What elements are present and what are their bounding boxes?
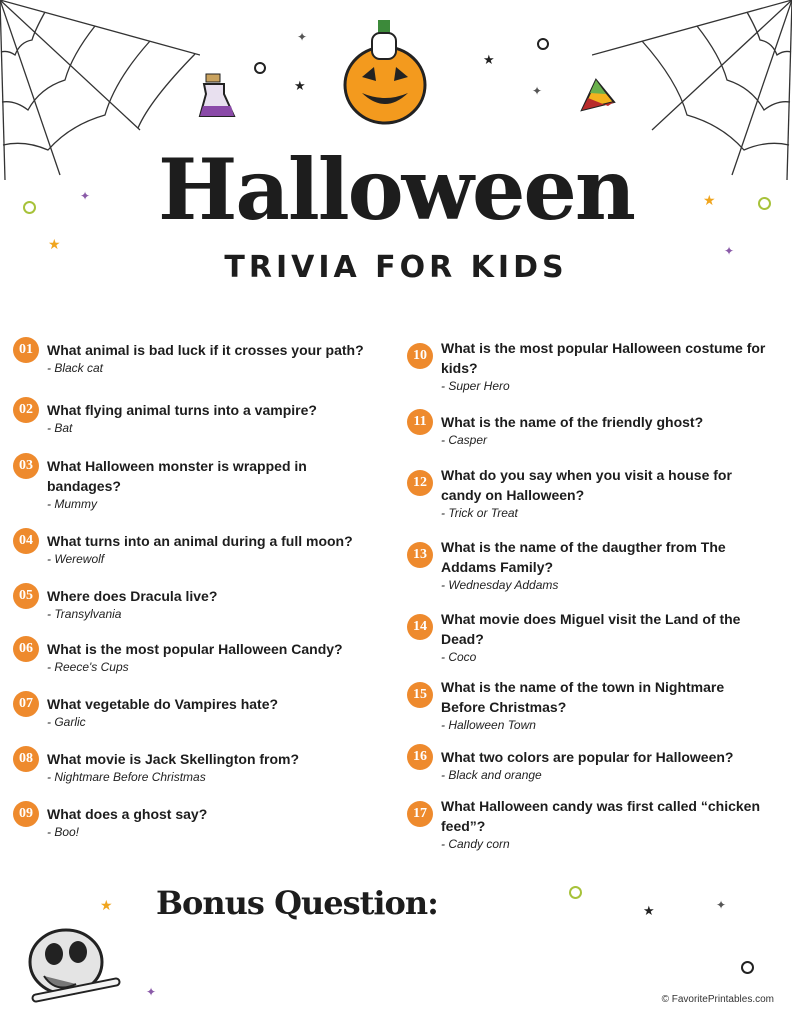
question-text: What is the most popular Halloween costu… — [441, 340, 766, 376]
answer-text: - Black and orange — [441, 768, 542, 782]
star-icon: ★ — [100, 897, 113, 913]
question-item: 11 What is the name of the friendly ghost… — [407, 409, 781, 448]
circle-decor — [569, 886, 582, 899]
answer-text: - Halloween Town — [441, 718, 536, 732]
page-subtitle: TRIVIA FOR KIDS — [224, 250, 568, 285]
answer-text: - Garlic — [47, 715, 86, 729]
circle-decor — [537, 38, 549, 50]
question-text: What flying animal turns into a vampire? — [47, 402, 317, 418]
question-number-badge: 11 — [407, 409, 433, 435]
question-number-badge: 08 — [13, 746, 39, 772]
sparkle-icon: ✦ — [80, 189, 91, 203]
answer-text: - Trick or Treat — [441, 506, 518, 520]
question-item: 05 Where does Dracula live? - Transylvania — [13, 583, 387, 622]
question-number-badge: 05 — [13, 583, 39, 609]
star-icon: ★ — [48, 236, 61, 252]
answer-text: - Candy corn — [441, 837, 510, 851]
answer-text: - Werewolf — [47, 552, 105, 566]
question-text: What does a ghost say? — [47, 806, 208, 822]
question-number-badge: 01 — [13, 337, 39, 363]
potion-bottle-icon — [198, 73, 236, 117]
sparkle-icon: ✦ — [724, 244, 735, 258]
question-text: What two colors are popular for Hallowee… — [441, 749, 734, 765]
question-item: 03 What Halloween monster is wrapped in b… — [13, 453, 337, 512]
question-item: 09 What does a ghost say? - Boo! — [13, 801, 387, 840]
answer-text: - Reece's Cups — [47, 660, 129, 674]
sparkle-icon: ✦ — [146, 985, 157, 999]
answer-text: - Coco — [441, 650, 477, 664]
question-item: 02 What flying animal turns into a vampir… — [13, 397, 387, 436]
question-item: 04 What turns into an animal during a ful… — [13, 528, 387, 567]
jack-o-lantern-icon — [343, 20, 427, 125]
question-text: What vegetable do Vampires hate? — [47, 696, 279, 712]
answer-text: - Mummy — [47, 497, 97, 511]
question-item: 12 What do you say when you visit a house… — [407, 465, 751, 521]
question-number-badge: 03 — [13, 453, 39, 479]
question-number-badge: 12 — [407, 470, 433, 496]
question-number-badge: 13 — [407, 542, 433, 568]
question-number-badge: 15 — [407, 682, 433, 708]
question-text: What turns into an animal during a full … — [47, 533, 353, 549]
question-text: What is the name of the town in Nightmar… — [441, 679, 725, 715]
question-text: What is the name of the friendly ghost? — [441, 414, 704, 430]
question-item: 15 What is the name of the town in Nightm… — [407, 677, 751, 733]
question-item: 17 What Halloween candy was first called … — [407, 796, 771, 852]
question-item: 06 What is the most popular Halloween Can… — [13, 636, 387, 675]
circle-decor — [23, 201, 36, 214]
answer-text: - Nightmare Before Christmas — [47, 770, 206, 784]
question-text: What animal is bad luck if it crosses yo… — [47, 342, 364, 358]
spider-web-left-icon — [0, 0, 200, 180]
star-icon: ★ — [483, 52, 495, 67]
question-text: What is the name of the daugther from Th… — [441, 539, 726, 575]
question-text: What Halloween candy was first called “c… — [441, 798, 760, 834]
question-text: What movie is Jack Skellington from? — [47, 751, 300, 767]
question-item: 14 What movie does Miguel visit the Land … — [407, 609, 761, 665]
question-item: 10 What is the most popular Halloween cos… — [407, 338, 781, 394]
question-text: Where does Dracula live? — [47, 588, 218, 604]
question-number-badge: 06 — [13, 636, 39, 662]
page-title: Halloween — [158, 140, 636, 239]
answer-text: - Transylvania — [47, 607, 122, 621]
candy-corn-icon — [580, 78, 616, 112]
answer-text: - Wednesday Addams — [441, 578, 559, 592]
question-text: What do you say when you visit a house f… — [441, 467, 732, 503]
question-number-badge: 04 — [13, 528, 39, 554]
question-number-badge: 10 — [407, 343, 433, 369]
question-text: What is the most popular Halloween Candy… — [47, 641, 343, 657]
question-number-badge: 17 — [407, 801, 433, 827]
question-item: 01 What animal is bad luck if it crosses … — [13, 337, 387, 376]
star-icon: ★ — [703, 192, 716, 208]
question-number-badge: 16 — [407, 744, 433, 770]
star-icon: ★ — [294, 78, 306, 93]
question-item: 16 What two colors are popular for Hallow… — [407, 744, 781, 783]
circle-decor — [758, 197, 771, 210]
question-item: 08 What movie is Jack Skellington from? - … — [13, 746, 387, 785]
circle-decor — [741, 961, 754, 974]
question-item: 13 What is the name of the daugther from … — [407, 537, 751, 593]
question-number-badge: 09 — [13, 801, 39, 827]
answer-text: - Boo! — [47, 825, 80, 839]
sparkle-icon: ✦ — [532, 84, 543, 98]
question-text: What Halloween monster is wrapped in ban… — [47, 458, 307, 494]
spider-web-right-icon — [592, 0, 792, 180]
skull-crossbones-icon — [28, 928, 121, 1003]
question-number-badge: 14 — [407, 614, 433, 640]
answer-text: - Casper — [441, 433, 488, 447]
question-number-badge: 07 — [13, 691, 39, 717]
circle-decor — [254, 62, 266, 74]
question-number-badge: 02 — [13, 397, 39, 423]
answer-text: - Bat — [47, 421, 73, 435]
copyright-credit: © FavoritePrintables.com — [661, 994, 774, 1005]
star-icon: ★ — [643, 903, 655, 918]
bonus-question-heading: Bonus Question: — [156, 884, 439, 922]
answer-text: - Super Hero — [441, 379, 510, 393]
answer-text: - Black cat — [47, 361, 104, 375]
sparkle-icon: ✦ — [716, 898, 727, 912]
question-text: What movie does Miguel visit the Land of… — [441, 611, 741, 647]
question-item: 07 What vegetable do Vampires hate? - Garl… — [13, 691, 387, 730]
sparkle-icon: ✦ — [297, 30, 308, 44]
